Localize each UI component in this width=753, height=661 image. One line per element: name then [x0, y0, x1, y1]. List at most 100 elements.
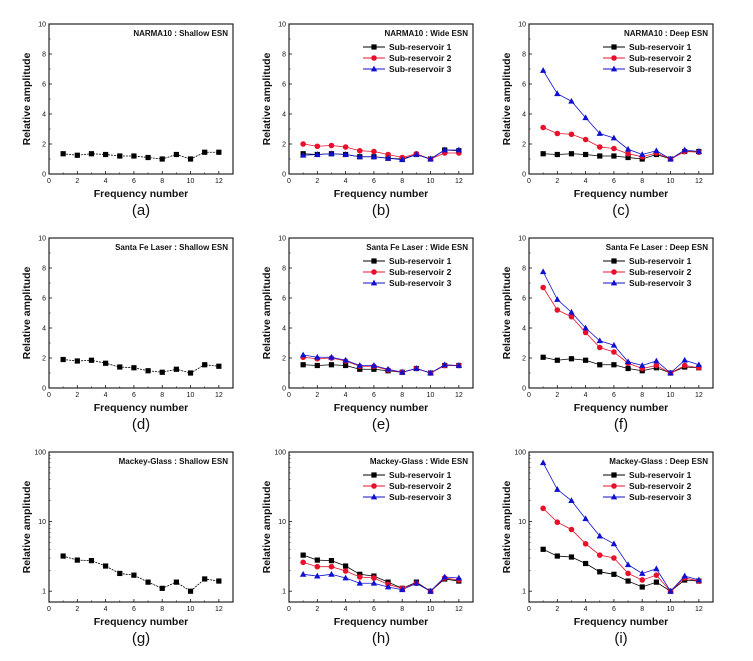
- x-tick-label: 6: [372, 606, 376, 613]
- data-point: [540, 151, 546, 157]
- x-tick-label: 6: [132, 606, 136, 613]
- chart-panel-g: 0 2 4 6 8 10 12 1 10 100 Frequency number Relative …: [21, 450, 234, 647]
- y-tick-label: 8: [42, 52, 46, 59]
- x-tick-label: 4: [344, 178, 348, 185]
- y-axis-title: Relative amplitude: [21, 52, 33, 145]
- data-point: [159, 585, 165, 591]
- x-tick-label: 0: [47, 392, 51, 399]
- x-tick-label: 4: [104, 392, 108, 399]
- x-tick-label: 0: [287, 606, 291, 613]
- legend-label: Sub-reservoir 2: [389, 53, 452, 63]
- x-tick-label: 10: [667, 606, 675, 613]
- data-point: [314, 563, 321, 570]
- x-tick-label: 6: [132, 392, 136, 399]
- y-tick-label: 0: [282, 172, 286, 179]
- data-point: [328, 150, 335, 157]
- data-point: [131, 365, 137, 371]
- data-point: [117, 364, 123, 370]
- legend-label: Sub-reservoir 2: [389, 267, 452, 277]
- x-tick-label: 6: [372, 178, 376, 185]
- data-point: [413, 579, 420, 586]
- data-point: [343, 362, 349, 369]
- data-point: [74, 358, 80, 364]
- data-point: [639, 584, 645, 590]
- data-point: [568, 356, 575, 362]
- data-point: [216, 363, 222, 369]
- data-point: [356, 362, 363, 368]
- data-point: [356, 147, 363, 154]
- data-point: [384, 154, 392, 161]
- legend-marker: [371, 44, 377, 50]
- data-point: [583, 151, 589, 158]
- panel-label: (e): [372, 416, 390, 433]
- series-line: [542, 462, 699, 592]
- series-line: [63, 555, 219, 592]
- data-point: [554, 357, 560, 363]
- series-sub-reservoir-3: [539, 459, 703, 594]
- legend-label: Sub-reservoir 3: [389, 278, 452, 288]
- data-point: [300, 559, 306, 566]
- data-point: [582, 324, 589, 331]
- x-tick-label: 0: [527, 606, 531, 613]
- x-tick-label: 4: [584, 392, 588, 399]
- series-line: [303, 573, 459, 592]
- legend-marker: [610, 279, 618, 286]
- data-point: [299, 351, 307, 358]
- panel-title: Santa Fe Laser : Deep ESN: [606, 243, 708, 252]
- data-point: [625, 365, 631, 372]
- x-axis-title: Frequency number: [574, 188, 669, 200]
- data-point: [568, 97, 575, 104]
- data-point: [596, 337, 603, 344]
- data-point: [455, 146, 463, 153]
- x-tick-label: 6: [372, 392, 376, 399]
- x-tick-label: 4: [584, 178, 588, 185]
- data-point: [300, 362, 306, 368]
- series-line: [63, 359, 219, 374]
- x-axis-title: Frequency number: [94, 616, 189, 628]
- data-point: [371, 366, 377, 372]
- data-point: [582, 136, 589, 143]
- data-point: [455, 362, 463, 368]
- data-point: [582, 515, 589, 522]
- series-sub-reservoir-2: [300, 141, 462, 162]
- x-tick-label: 8: [160, 178, 164, 185]
- data-point: [328, 563, 335, 570]
- data-point: [202, 362, 208, 368]
- y-tick-label: 2: [42, 142, 46, 149]
- data-point: [695, 148, 703, 154]
- data-point: [202, 576, 208, 582]
- data-point: [60, 553, 66, 559]
- series-line: [542, 70, 699, 160]
- y-tick-label: 10: [518, 236, 526, 243]
- y-tick-label: 2: [42, 356, 46, 363]
- y-tick-label: 2: [522, 356, 526, 363]
- data-point: [582, 540, 589, 547]
- panel-label: (b): [372, 202, 390, 219]
- data-point: [568, 131, 575, 138]
- x-tick-label: 12: [455, 392, 463, 399]
- series-line: [542, 508, 699, 592]
- x-tick-label: 10: [427, 392, 435, 399]
- legend-marker: [610, 493, 618, 500]
- x-tick-label: 12: [695, 606, 703, 613]
- legend-marker: [611, 258, 617, 264]
- y-tick-label: 100: [34, 450, 46, 457]
- y-tick-label: 8: [42, 266, 46, 273]
- data-point: [611, 571, 617, 577]
- x-tick-label: 10: [667, 392, 675, 399]
- data-point: [314, 143, 321, 150]
- x-tick-label: 12: [215, 392, 223, 399]
- y-tick-label: 0: [42, 386, 46, 393]
- series-sub-reservoir-2: [300, 559, 462, 595]
- y-tick-label: 10: [518, 519, 526, 526]
- y-axis-title: Relative amplitude: [261, 480, 273, 573]
- data-point: [667, 155, 674, 162]
- data-point: [413, 365, 420, 371]
- data-point: [216, 149, 222, 155]
- data-point: [639, 362, 646, 368]
- x-axis-title: Frequency number: [574, 402, 669, 414]
- data-point: [314, 572, 321, 579]
